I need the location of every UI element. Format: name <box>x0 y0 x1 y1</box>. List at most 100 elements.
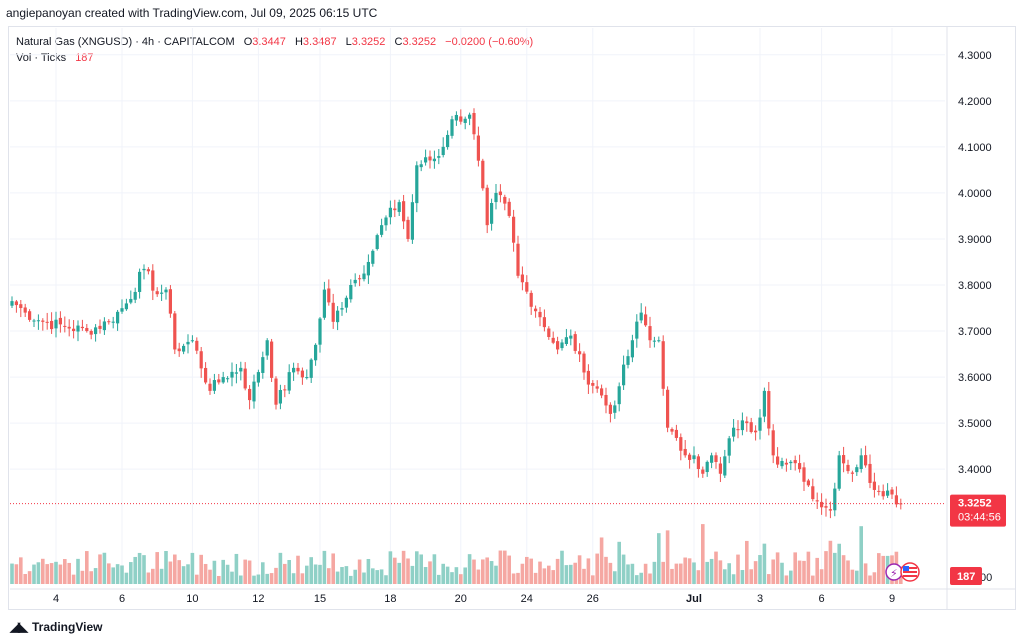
volume-bar <box>639 572 643 584</box>
volume-bar <box>27 571 32 584</box>
candle-body <box>336 310 340 323</box>
candle-body <box>538 311 542 318</box>
close-value: 3.3252 <box>402 36 437 48</box>
y-tick-label: 4.0000 <box>958 188 992 200</box>
volume-bar <box>388 551 393 584</box>
x-tick-label: 12 <box>252 593 264 605</box>
candle-body <box>67 326 71 329</box>
candle-body <box>80 326 84 329</box>
candle-body <box>402 201 406 222</box>
volume-bar <box>366 558 371 584</box>
volume-bar <box>481 559 485 584</box>
candle-body <box>63 325 67 327</box>
candle-body <box>54 319 58 329</box>
candle-body <box>261 357 265 373</box>
x-tick-label: 20 <box>455 593 467 605</box>
volume-bar <box>397 562 401 584</box>
candle-body <box>490 203 494 224</box>
candle-body <box>476 135 480 161</box>
volume-bar <box>503 550 507 584</box>
volume-bar <box>736 554 740 584</box>
candle-body <box>644 314 648 326</box>
volume-bar <box>291 573 296 584</box>
candle-body <box>833 488 837 511</box>
volume-bar <box>142 555 146 584</box>
volume-bar <box>613 571 617 584</box>
candle-body <box>578 351 582 355</box>
footer-brand-text: TradingView <box>32 620 103 634</box>
candle-body <box>23 307 27 313</box>
candle-body <box>679 437 683 451</box>
candle-body <box>767 391 771 429</box>
candle-body <box>300 370 304 378</box>
candle-body <box>221 377 225 383</box>
candle-body <box>177 348 181 352</box>
flag-stripe <box>903 575 917 577</box>
last-volume-tag <box>950 567 982 585</box>
candle-body <box>547 328 551 338</box>
volume-bar <box>85 551 89 584</box>
volume-bar <box>753 561 758 584</box>
candle-body <box>226 378 230 380</box>
candle-body <box>732 427 736 437</box>
candle-body <box>459 116 463 122</box>
volume-bar <box>120 565 124 584</box>
candle-body <box>230 371 234 378</box>
volume-bar <box>283 563 287 584</box>
y-tick-label: 4.1000 <box>958 142 992 154</box>
candle-body <box>173 313 177 350</box>
volume-bar <box>221 559 225 584</box>
candle-body <box>463 118 467 123</box>
volume-bar <box>586 558 591 584</box>
candle-body <box>85 327 89 332</box>
candle-body <box>358 278 362 280</box>
candle-body <box>705 461 709 473</box>
candle-body <box>701 469 705 474</box>
candle-body <box>652 340 656 342</box>
candle-body <box>850 472 854 474</box>
symbol-description[interactable]: Natural Gas (XNGUSD) · 4h · CAPITALCOM <box>16 36 235 48</box>
x-tick-label: Jul <box>686 593 702 605</box>
volume-bar <box>758 555 762 584</box>
candle-body <box>749 422 753 432</box>
volume-bar <box>498 550 503 584</box>
volume-bar <box>406 558 410 584</box>
volume-bar <box>432 554 437 584</box>
candle-body <box>560 342 564 349</box>
volume-bar <box>542 568 547 584</box>
y-tick-label: 3.6000 <box>958 372 992 384</box>
candle-body <box>551 337 555 343</box>
flag-stripe <box>903 571 917 573</box>
volume-bar <box>393 557 397 584</box>
change-value: −0.0200 (−0.60%) <box>445 36 534 48</box>
candle-body <box>525 282 529 292</box>
volume-bar <box>745 540 749 584</box>
volume-bar <box>806 551 811 584</box>
volume-bar <box>679 563 683 584</box>
candle-body <box>771 430 775 456</box>
x-tick-label: 4 <box>53 593 59 605</box>
volume-bar <box>529 558 533 584</box>
candle-body <box>45 321 49 323</box>
candle-body <box>507 201 511 216</box>
candle-body <box>204 367 208 383</box>
volume-bar <box>357 559 362 584</box>
candle-body <box>626 356 630 365</box>
volume-bar <box>749 569 753 584</box>
candle-body <box>138 271 142 292</box>
candle-body <box>182 345 186 352</box>
volume-bar <box>93 568 98 584</box>
volume-bar <box>564 565 569 584</box>
candle-body <box>815 500 819 502</box>
candle-body <box>881 491 885 497</box>
candle-body <box>670 429 674 432</box>
volume-bar <box>819 569 824 584</box>
volume-bar <box>459 574 463 584</box>
volume-bar <box>494 565 498 584</box>
candle-body <box>864 455 868 466</box>
candle-body <box>894 495 898 505</box>
footer-brand: ◢◣ TradingView <box>10 619 102 635</box>
candle-body <box>344 297 348 308</box>
y-tick-label: 3.7000 <box>958 326 992 338</box>
